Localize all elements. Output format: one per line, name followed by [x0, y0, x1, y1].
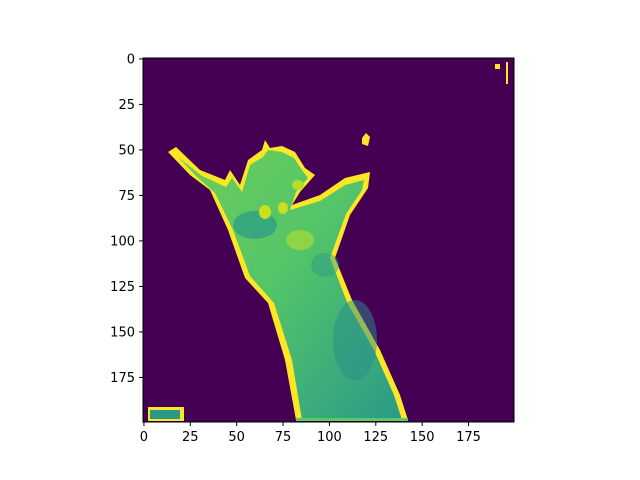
blob-bottom-left-inner [150, 410, 180, 419]
y-tick-label: 50 [118, 143, 135, 158]
y-tick-label: 75 [118, 189, 135, 204]
y-axis: 0 25 50 75 100 125 150 175 [110, 52, 143, 386]
arm-highlight [286, 230, 314, 250]
y-tick-label: 125 [110, 280, 135, 295]
knuckle-highlight-2 [278, 202, 288, 214]
knuckle-highlight [259, 205, 271, 219]
y-tick-label: 0 [127, 52, 135, 67]
x-tick-label: 75 [275, 430, 292, 445]
blob-top-right [362, 133, 370, 146]
x-tick-label: 50 [228, 430, 245, 445]
x-tick-label: 125 [363, 430, 388, 445]
bottom-edge-row [296, 418, 408, 421]
x-axis: 0 25 50 75 100 125 150 175 [140, 422, 481, 445]
y-tick-label: 150 [110, 325, 135, 340]
x-tick-label: 25 [182, 430, 199, 445]
blob-corner-dot [495, 64, 500, 69]
hand-region [168, 140, 408, 420]
wrist-shade [311, 253, 339, 277]
heatmap-plot-area [143, 58, 514, 422]
x-tick-label: 175 [456, 430, 481, 445]
palm-shade [233, 211, 277, 239]
x-tick-label: 100 [317, 430, 342, 445]
axes-frame [142, 57, 515, 423]
y-tick-label: 100 [110, 234, 135, 249]
x-tick-label: 150 [410, 430, 435, 445]
blob-corner-line [506, 62, 508, 84]
y-tick-label: 175 [110, 371, 135, 386]
y-tick-label: 25 [118, 98, 135, 113]
forearm-shade [333, 300, 377, 380]
x-tick-label: 0 [140, 430, 148, 445]
finger-highlight [292, 180, 304, 190]
